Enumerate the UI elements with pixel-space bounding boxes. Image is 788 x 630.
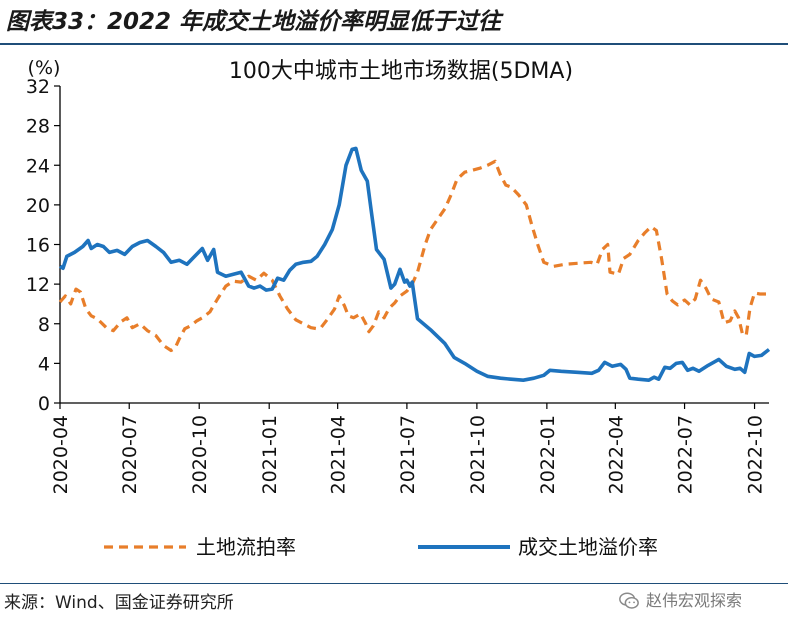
y-axis-unit-label: (%) — [28, 57, 61, 79]
y-tick-label: 32 — [26, 76, 50, 98]
y-tick-label: 16 — [26, 235, 50, 257]
legend: 土地流拍率 成交土地溢价率 — [104, 535, 658, 559]
chart-title: 100大中城市土地市场数据(5DMA) — [229, 59, 573, 84]
y-tick-label: 20 — [26, 195, 50, 217]
x-tick-label: 2022-10 — [745, 415, 767, 494]
y-tick-label: 4 — [38, 353, 50, 375]
y-tick-label: 0 — [38, 393, 50, 415]
x-tick-label: 2022-07 — [675, 415, 697, 494]
source-note: 来源：Wind、国金证券研究所 — [4, 593, 234, 613]
line-chart: 100大中城市土地市场数据(5DMA) (%) 0 4 8 12 16 20 24 28 32 2… — [26, 57, 771, 559]
figure-title: 图表33：2022 年成交土地溢价率明显低于过往 — [6, 9, 502, 35]
y-tick-label: 12 — [26, 274, 50, 296]
legend-label: 土地流拍率 — [196, 535, 296, 559]
x-tick-label: 2021-04 — [328, 415, 350, 494]
legend-label: 成交土地溢价率 — [518, 535, 658, 559]
y-tick-label: 28 — [26, 116, 50, 138]
y-tick-label: 24 — [26, 155, 50, 177]
watermark-text: 赵伟宏观探索 — [646, 591, 743, 610]
footer-rule — [0, 583, 788, 584]
x-tick-label: 2021-07 — [397, 415, 419, 494]
x-tick-label: 2022-04 — [605, 415, 627, 494]
axes: 0 4 8 12 16 20 24 28 32 2020-04 2020-07 2020-10 2021… — [26, 76, 769, 494]
y-tick-label: 8 — [38, 314, 50, 336]
watermark: 赵伟宏观探索 — [618, 586, 742, 616]
title-rule — [0, 43, 788, 45]
series-layer — [58, 146, 771, 382]
wechat-logo-icon — [619, 592, 639, 609]
x-tick-label: 2020-10 — [189, 415, 211, 494]
x-tick-label: 2020-04 — [50, 415, 72, 494]
series-line-premium-rate — [59, 146, 771, 382]
x-tick-label: 2021-01 — [259, 415, 281, 494]
x-tick-label: 2020-07 — [119, 415, 141, 494]
x-tick-label: 2022-01 — [537, 415, 559, 494]
x-tick-label: 2021-10 — [467, 415, 489, 494]
